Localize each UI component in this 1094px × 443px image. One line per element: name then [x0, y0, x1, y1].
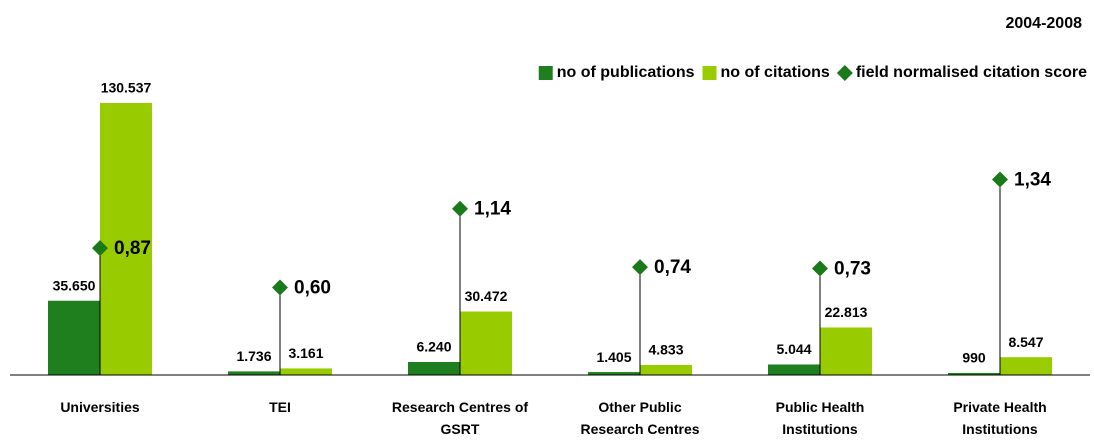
data-label: 8.547 [1008, 334, 1043, 350]
data-label: 990 [962, 350, 986, 366]
bar [408, 361, 460, 375]
legend-label: field normalised citation score [856, 64, 1087, 81]
x-tick-label: TEI [269, 399, 291, 415]
bar [640, 364, 692, 375]
legend-label: no of publications [557, 64, 695, 81]
data-label: 30.472 [465, 288, 508, 304]
bar [228, 371, 280, 375]
data-label: 130.537 [101, 80, 152, 96]
bar [768, 364, 820, 375]
bar [588, 372, 640, 375]
x-tick-label: Other Public Research Centres [580, 399, 699, 437]
data-label: 5.044 [776, 341, 811, 357]
x-tick-label-line: Other Public [598, 399, 681, 415]
legend-swatch [836, 65, 853, 81]
data-label: 22.813 [825, 304, 868, 320]
data-label: 3.161 [288, 345, 323, 361]
bar [1000, 357, 1052, 375]
legend-swatch [702, 66, 717, 80]
x-tick-label: Universities [60, 399, 140, 415]
bar [460, 311, 512, 375]
data-label: 1.736 [236, 348, 271, 364]
x-tick-label-line: Research Centres [580, 421, 699, 437]
x-tick-label: Private Health Institutions [953, 399, 1046, 437]
x-tick-label-line: Institutions [782, 421, 858, 437]
data-label: 0,60 [294, 278, 331, 299]
diamond-marker [272, 279, 288, 296]
diamond-marker [632, 259, 648, 276]
chart-title: 2004-2008 [1005, 15, 1082, 32]
x-tick-label: Public Health Institutions [776, 399, 865, 437]
legend-label: no of citations [721, 64, 830, 81]
bar [100, 103, 152, 375]
data-label: 0,87 [114, 238, 151, 259]
diamond-marker [812, 260, 828, 277]
data-label: 0,74 [654, 257, 691, 278]
diamond-marker [92, 240, 108, 257]
x-tick-label-line: Public Health [776, 399, 865, 415]
bar [820, 327, 872, 375]
data-label: 1,14 [474, 199, 511, 220]
data-label: 4.833 [648, 342, 683, 358]
data-label: 0,73 [834, 259, 871, 280]
data-label: 1,34 [1014, 170, 1051, 191]
bar [948, 372, 1000, 375]
x-tick-label-line: Research Centres of [392, 399, 529, 415]
x-tick-label-line: Universities [60, 399, 140, 415]
data-label: 6.240 [416, 339, 451, 355]
x-tick-label-line: TEI [269, 399, 291, 415]
diamond-marker [452, 200, 468, 217]
data-label: 35.650 [53, 277, 96, 293]
data-label: 1.405 [596, 349, 631, 365]
diamond-marker [992, 171, 1008, 188]
x-tick-label-line: Institutions [962, 421, 1038, 437]
bar [48, 300, 100, 375]
x-tick-label-line: Private Health [953, 399, 1046, 415]
legend-swatch [538, 66, 553, 80]
x-tick-label-line: GSRT [441, 421, 480, 437]
x-tick-label: Research Centres of GSRT [392, 399, 529, 437]
bar [280, 368, 332, 375]
